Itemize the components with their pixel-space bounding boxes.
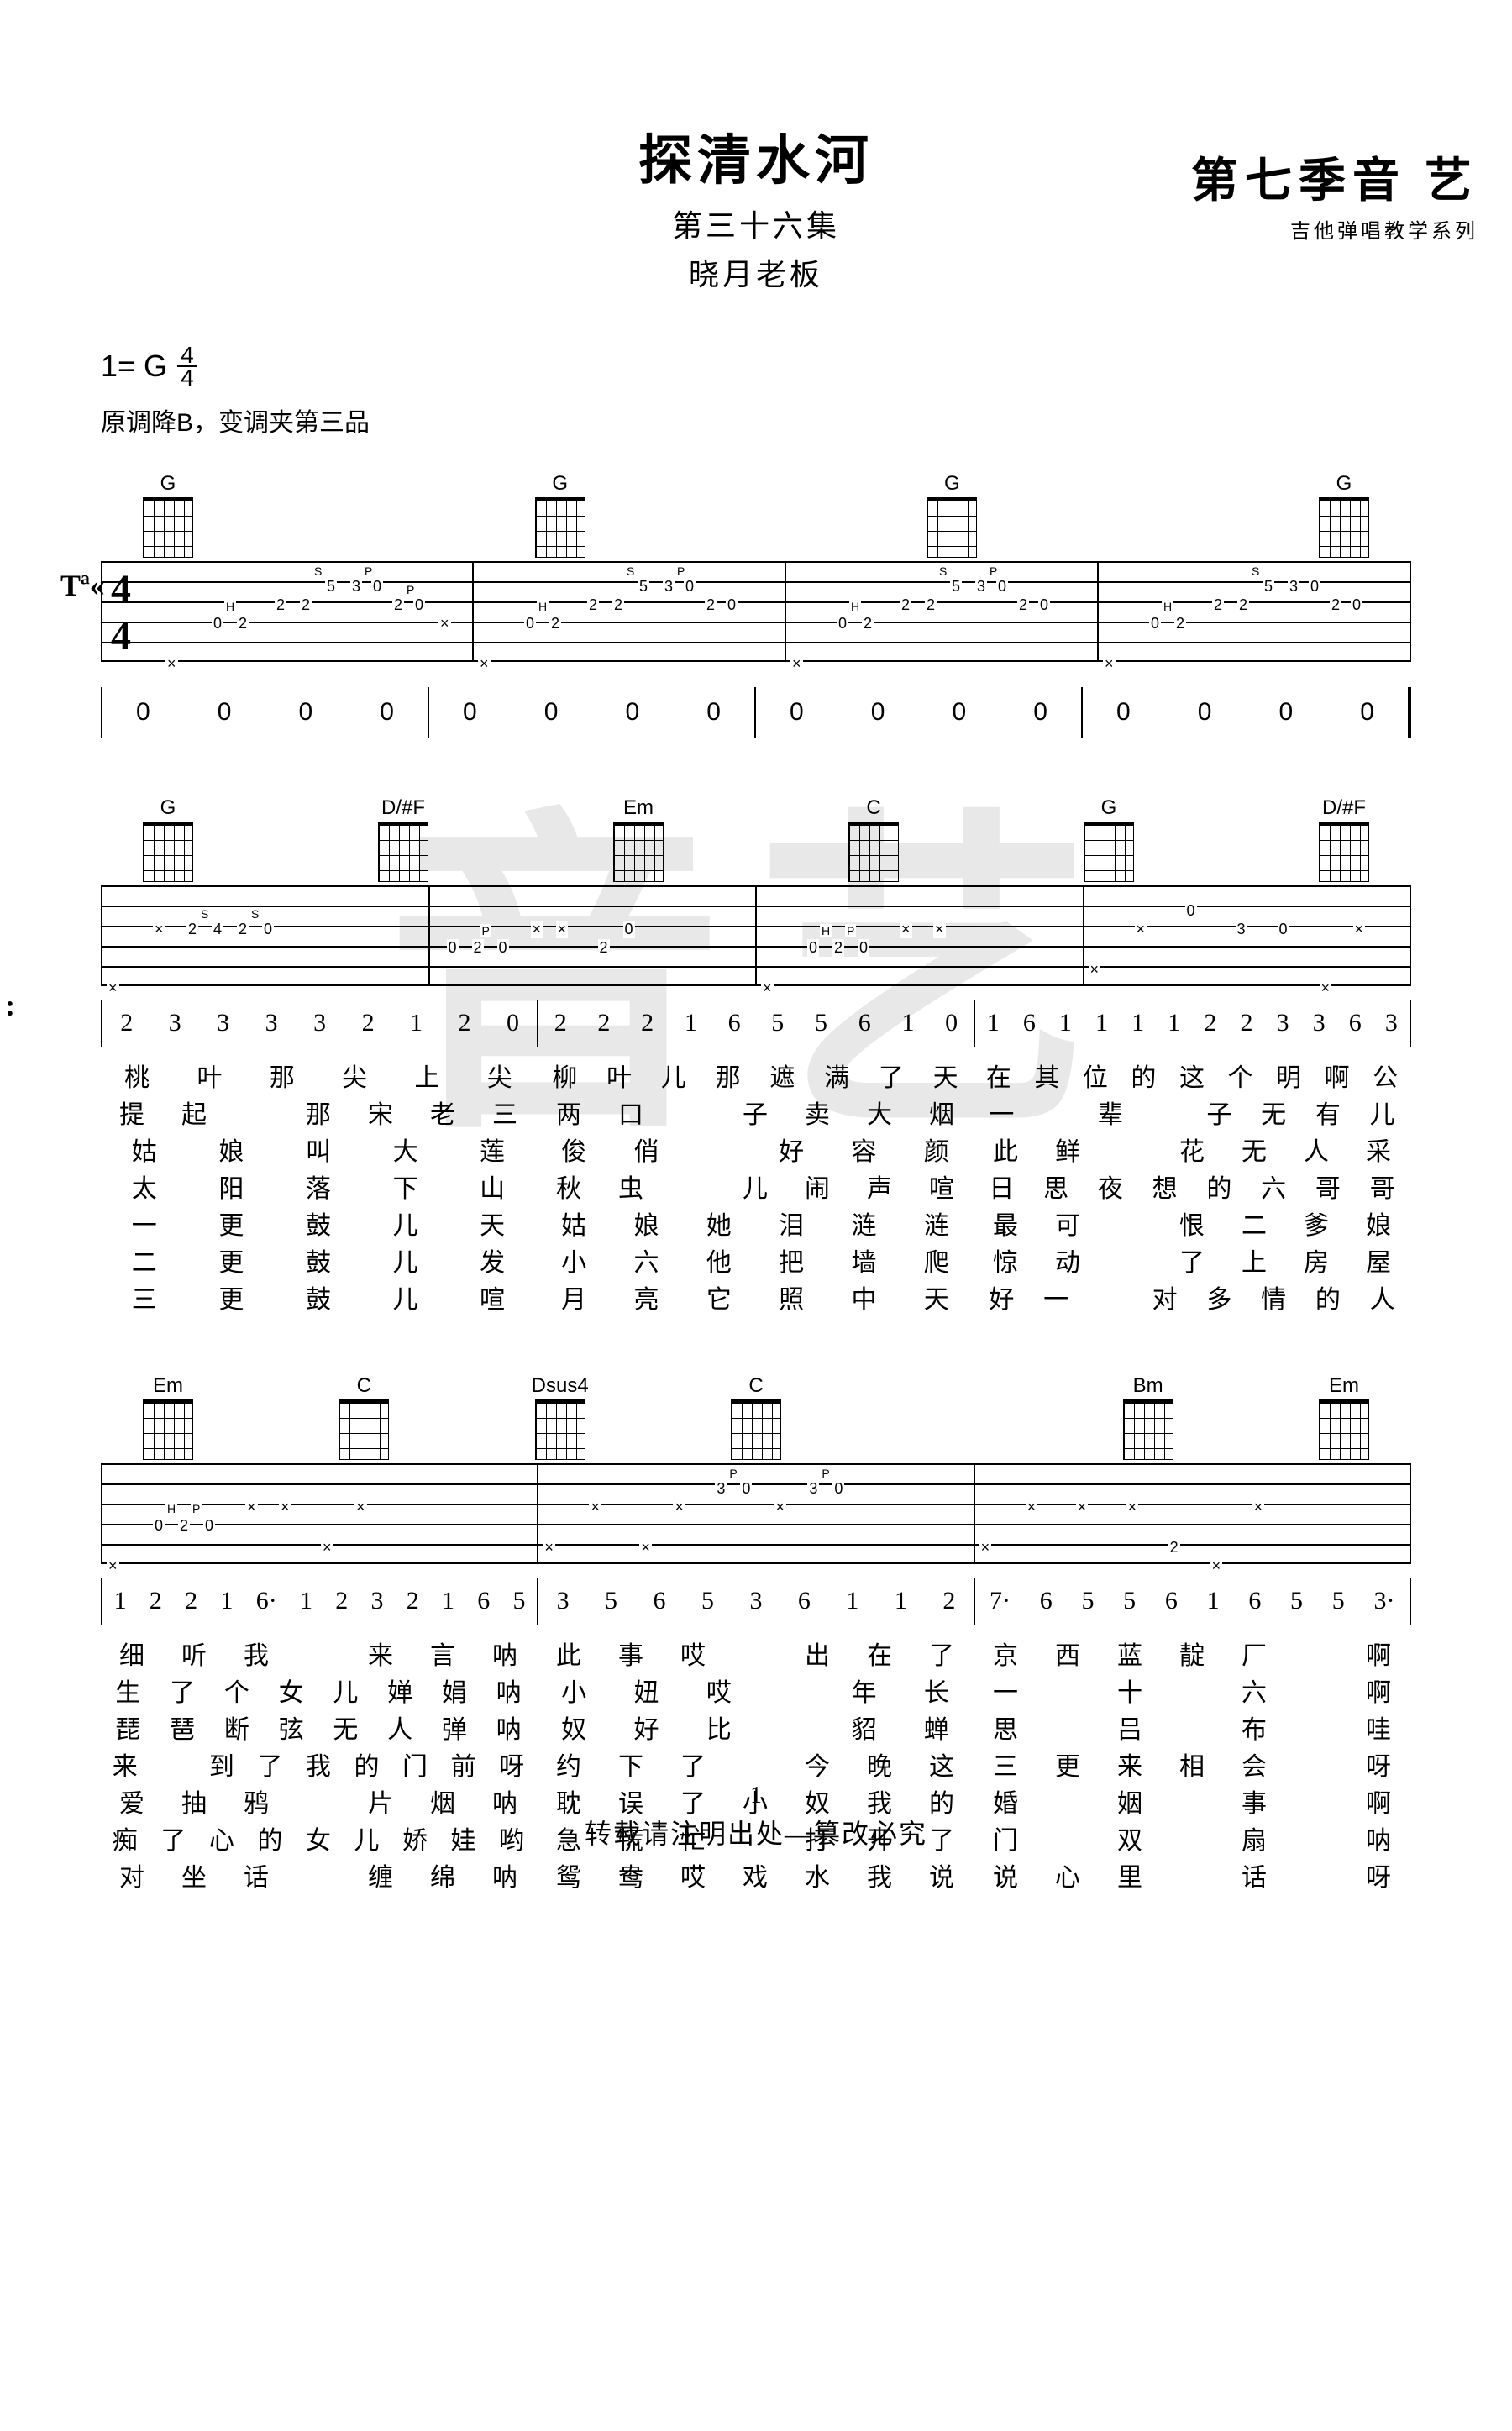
chord-D/#F: D/#F [1294, 796, 1394, 882]
chord-Dsus4: Dsus4 [510, 1374, 611, 1460]
chord-G: G [901, 472, 1002, 558]
chord-Em: Em [118, 1374, 218, 1460]
jianpu-row: 12216·12321653565361127·655616553· [101, 1578, 1411, 1625]
key-info: 1= G 4 4 原调降B，变调夹第三品 [101, 344, 1512, 438]
chord-G: G [1058, 796, 1159, 882]
zero-row: 0000000000000000 [101, 687, 1411, 738]
chord-C: C [706, 1374, 806, 1460]
chord-row: G D/#F Em C G D/#F [101, 796, 1411, 882]
key-text: 1= G [101, 349, 167, 384]
season-label: 第七季音 艺 [1191, 143, 1478, 211]
jianpu-row: 2333321202221655610161111223363 [101, 1000, 1411, 1047]
tab-staff: ××24S20S020P××20×020HP××××030×× [101, 885, 1411, 986]
lyrics-block: 桃叶那尖上尖柳叶儿那遮满了天在其位的这个明啊公提起 那宋老三两口 子卖大烟一 辈… [101, 1057, 1411, 1315]
chord-blank [901, 1374, 1002, 1460]
chord-row: GGGG [101, 472, 1411, 558]
capo-label: 原调降B，变调夹第三品 [101, 402, 1512, 438]
lyrics-block: 细听我 来言呐此事哎 出在了京西蓝靛厂 啊生了个女儿婵娟呐小妞哎 年长一 十 六… [101, 1635, 1411, 1893]
footer-text: 转载请注明出处—篡改必究 [585, 1813, 927, 1851]
chord-Bm: Bm [1098, 1374, 1199, 1460]
chord-Em: Em [588, 796, 689, 882]
chord-G: G [510, 472, 611, 558]
header-right: 第七季音 艺 吉他弹唱教学系列 [1191, 143, 1478, 244]
artist-label: 晓月老板 [0, 250, 1512, 294]
chord-C: C [313, 1374, 414, 1460]
tab-staff: ×020HP××××××××30P×30P××××2×× [101, 1463, 1411, 1564]
chord-D/#F: D/#F [353, 796, 454, 882]
time-signature: 4 4 [177, 344, 197, 388]
chord-G: G [1294, 472, 1394, 558]
system-2: G D/#F Em C G D/#F ××24S20S020P××20×020HP××××… [101, 796, 1411, 1315]
chord-C: C [823, 796, 924, 882]
page-number: 1 [750, 1783, 762, 1809]
chord-G: G [118, 796, 218, 882]
tab-staff: 44 ×02H225S30P20P××02H225S30P20×02H225S3… [101, 561, 1411, 662]
series-label: 吉他弹唱教学系列 [1191, 214, 1478, 244]
chord-G: G [118, 472, 218, 558]
chord-Em: Em [1294, 1374, 1394, 1460]
key-signature: 1= G 4 4 [101, 344, 1512, 388]
chord-row: Em C Dsus4 C Bm Em [101, 1374, 1411, 1460]
system-1: G G G G 44 ×02H225S30P20P××02H225S30P20×02H… [101, 472, 1411, 738]
